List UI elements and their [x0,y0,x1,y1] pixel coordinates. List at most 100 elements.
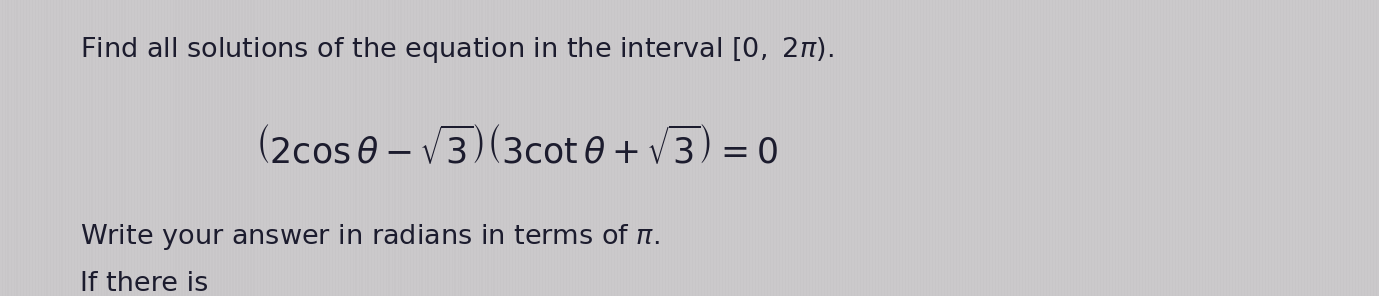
Bar [51,0,52,296]
Bar [61,0,62,296]
Bar [855,0,856,296]
Bar [156,0,157,296]
Bar [330,0,331,296]
Bar [279,0,280,296]
Bar [245,0,247,296]
Bar [1202,0,1204,296]
Bar [801,0,803,296]
Bar [102,0,103,296]
Bar [462,0,463,296]
Bar [1031,0,1033,296]
Bar [1074,0,1076,296]
Bar [750,0,752,296]
Bar [972,0,974,296]
Bar [296,0,298,296]
Bar [796,0,797,296]
Bar [957,0,958,296]
Bar [396,0,397,296]
Bar [832,0,833,296]
Bar [1113,0,1114,296]
Bar [1276,0,1277,296]
Bar [1062,0,1063,296]
Bar [627,0,629,296]
Bar [837,0,838,296]
Bar [885,0,887,296]
Bar [654,0,655,296]
Bar [210,0,211,296]
Bar [681,0,683,296]
Bar [332,0,335,296]
Bar [74,0,76,296]
Bar [845,0,848,296]
Bar [1263,0,1265,296]
Bar [720,0,721,296]
Bar [523,0,524,296]
Bar [1029,0,1030,296]
Bar [582,0,583,296]
Bar [342,0,343,296]
Bar [774,0,775,296]
Bar [952,0,953,296]
Bar [1020,0,1022,296]
Bar [1254,0,1255,296]
Bar [1092,0,1094,296]
Bar [663,0,665,296]
Bar [0,0,1,296]
Bar [592,0,593,296]
Bar [234,0,236,296]
Bar [625,0,626,296]
Bar [945,0,946,296]
Bar [758,0,760,296]
Bar [490,0,491,296]
Bar [1185,0,1186,296]
Bar [10,0,11,296]
Bar [510,0,512,296]
Bar [618,0,619,296]
Bar [291,0,292,296]
Bar [840,0,841,296]
Bar [1179,0,1180,296]
Bar [467,0,469,296]
Bar [192,0,193,296]
Bar [549,0,550,296]
Bar [707,0,710,296]
Bar [1266,0,1267,296]
Bar [1373,0,1375,296]
Bar [79,0,80,296]
Bar [1338,0,1339,296]
Bar [1100,0,1102,296]
Bar [729,0,731,296]
Bar [1209,0,1211,296]
Bar [354,0,356,296]
Bar [472,0,473,296]
Bar [270,0,272,296]
Bar [1197,0,1198,296]
Bar [960,0,961,296]
Bar [594,0,596,296]
Bar [237,0,239,296]
Bar [1317,0,1318,296]
Bar [459,0,461,296]
Bar [3,0,4,296]
Bar [1131,0,1132,296]
Bar [528,0,530,296]
Bar [339,0,341,296]
Bar [1138,0,1139,296]
Bar [876,0,877,296]
Bar [891,0,892,296]
Bar [72,0,73,296]
Bar [261,0,262,296]
Bar [212,0,215,296]
Bar [319,0,320,296]
Bar [883,0,884,296]
Bar [786,0,787,296]
Bar [439,0,440,296]
Bar [372,0,374,296]
Bar [1368,0,1369,296]
Bar [1161,0,1162,296]
Bar [1287,0,1288,296]
Bar [228,0,229,296]
Bar [1167,0,1168,296]
Bar [258,0,259,296]
Bar [843,0,844,296]
